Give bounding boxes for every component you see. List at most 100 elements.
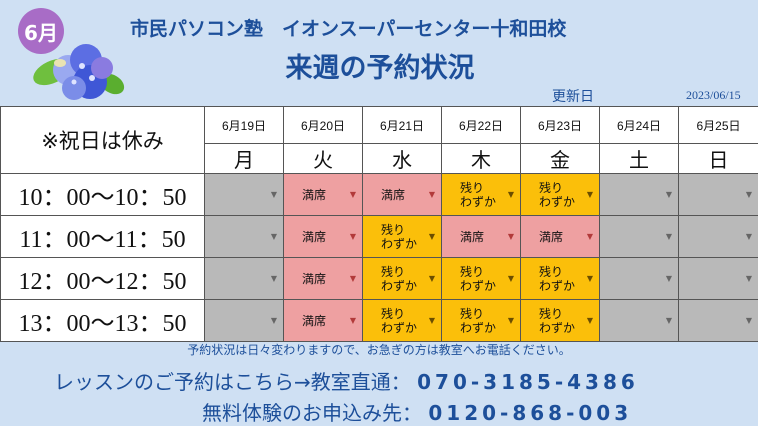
slot-full-dropdown[interactable]: 満席 ▼ <box>521 216 600 258</box>
slot-closed-dropdown[interactable]: ▼ <box>600 300 679 342</box>
triangle-down-icon[interactable]: ▼ <box>508 314 514 328</box>
triangle-down-icon[interactable]: ▼ <box>587 272 593 286</box>
weekday-header: 日 <box>679 144 758 174</box>
slot-few-dropdown[interactable]: 残り わずか ▼ <box>521 300 600 342</box>
triangle-down-icon[interactable]: ▼ <box>271 272 277 286</box>
slot-few-dropdown[interactable]: 残り わずか▼ <box>521 174 600 216</box>
triangle-down-icon[interactable]: ▼ <box>350 272 356 286</box>
slot-few-dropdown[interactable]: 残り わずか▼ <box>442 300 521 342</box>
triangle-down-icon[interactable]: ▼ <box>746 272 752 286</box>
slot-status-label: 満席 <box>302 230 326 244</box>
weekday-header: 金 <box>521 144 600 174</box>
slot-status-label: 満席 <box>539 230 563 244</box>
reservation-contact: レッスンのご予約はこちら→教室直通： 070-3185-4386 <box>54 366 639 395</box>
date-header: 6月20日 <box>284 107 363 144</box>
triangle-down-icon[interactable]: ▼ <box>587 314 593 328</box>
triangle-down-icon[interactable]: ▼ <box>429 272 435 286</box>
slot-full-dropdown[interactable]: 満席 ▼ <box>442 216 521 258</box>
slot-few-dropdown[interactable]: 残り わずか▼ <box>442 258 521 300</box>
slot-status-label: 残り わずか <box>539 307 575 335</box>
updated-date: 2023/06/15 <box>686 88 741 103</box>
slot-closed-dropdown[interactable]: ▼ <box>679 258 758 300</box>
time-label: 13：00〜13：50 <box>1 300 205 342</box>
slot-closed-dropdown[interactable]: ▼ <box>600 216 679 258</box>
triangle-down-icon[interactable]: ▼ <box>350 188 356 202</box>
slot-few-dropdown[interactable]: 残り わずか ▼ <box>521 258 600 300</box>
weekday-header: 月 <box>205 144 284 174</box>
updated-label: 更新日 <box>552 86 594 106</box>
triangle-down-icon[interactable]: ▼ <box>429 188 435 202</box>
triangle-down-icon[interactable]: ▼ <box>666 188 672 202</box>
trial-contact-label: 無料体験のお申込み先： <box>202 401 422 425</box>
trial-phone-number[interactable]: 0120-868-003 <box>428 401 632 425</box>
time-slot-row: 11：00〜11：50▼満席▼残り わずか▼満席▼満席▼▼▼ <box>1 216 758 258</box>
reservation-contact-label: レッスンのご予約はこちら→教室直通： <box>54 370 411 394</box>
triangle-down-icon[interactable]: ▼ <box>271 188 277 202</box>
slot-status-label: 残り わずか <box>381 223 417 251</box>
slot-closed-dropdown[interactable]: ▼ <box>205 174 284 216</box>
weekday-header: 木 <box>442 144 521 174</box>
weekday-header: 水 <box>363 144 442 174</box>
triangle-down-icon[interactable]: ▼ <box>429 314 435 328</box>
triangle-down-icon[interactable]: ▼ <box>746 188 752 202</box>
date-header: 6月19日 <box>205 107 284 144</box>
slot-full-dropdown[interactable]: 満席 ▼ <box>363 174 442 216</box>
triangle-down-icon[interactable]: ▼ <box>508 272 514 286</box>
slot-status-label: 残り わずか <box>539 265 575 293</box>
slot-closed-dropdown[interactable]: ▼ <box>679 174 758 216</box>
slot-few-dropdown[interactable]: 残り わずか ▼ <box>442 174 521 216</box>
slot-status-label: 残り わずか <box>381 265 417 293</box>
time-slot-row: 10：00〜10：50▼満席▼満席▼残り わずか▼残り わずか▼▼▼ <box>1 174 758 216</box>
slot-status-label: 満席 <box>381 188 405 202</box>
slot-status-label: 残り わずか <box>460 181 496 209</box>
triangle-down-icon[interactable]: ▼ <box>666 314 672 328</box>
weekday-header: 土 <box>600 144 679 174</box>
slot-status-label: 満席 <box>302 314 326 328</box>
triangle-down-icon[interactable]: ▼ <box>746 314 752 328</box>
slot-closed-dropdown[interactable]: ▼ <box>205 216 284 258</box>
triangle-down-icon[interactable]: ▼ <box>350 230 356 244</box>
weekday-header: 火 <box>284 144 363 174</box>
school-name-title: 市民パソコン塾 イオンスーパーセンター十和田校 <box>130 14 630 41</box>
slot-closed-dropdown[interactable]: ▼ <box>600 258 679 300</box>
date-header: 6月22日 <box>442 107 521 144</box>
slot-closed-dropdown[interactable]: ▼ <box>205 258 284 300</box>
month-badge: 6月 <box>18 8 64 54</box>
triangle-down-icon[interactable]: ▼ <box>508 230 514 244</box>
holiday-note: ※祝日は休み <box>1 107 205 174</box>
time-label: 12：00〜12：50 <box>1 258 205 300</box>
triangle-down-icon[interactable]: ▼ <box>587 188 593 202</box>
date-header: 6月21日 <box>363 107 442 144</box>
slot-full-dropdown[interactable]: 満席▼ <box>284 174 363 216</box>
slot-full-dropdown[interactable]: 満席 ▼ <box>284 300 363 342</box>
slot-status-label: 満席 <box>302 272 326 286</box>
triangle-down-icon[interactable]: ▼ <box>746 230 752 244</box>
slot-few-dropdown[interactable]: 残り わずか ▼ <box>363 216 442 258</box>
time-label: 10：00〜10：50 <box>1 174 205 216</box>
date-header: 6月24日 <box>600 107 679 144</box>
slot-full-dropdown[interactable]: 満席 ▼ <box>284 216 363 258</box>
slot-few-dropdown[interactable]: 残り わずか ▼ <box>363 258 442 300</box>
footer-note: 予約状況は日々変わりますので、お急ぎの方は教室へお電話ください。 <box>0 341 758 358</box>
reservation-phone-number[interactable]: 070-3185-4386 <box>417 370 639 394</box>
slot-full-dropdown[interactable]: 満席 ▼ <box>284 258 363 300</box>
triangle-down-icon[interactable]: ▼ <box>666 272 672 286</box>
triangle-down-icon[interactable]: ▼ <box>350 314 356 328</box>
slot-closed-dropdown[interactable]: ▼ <box>679 300 758 342</box>
slot-status-label: 残り わずか <box>381 307 417 335</box>
triangle-down-icon[interactable]: ▼ <box>271 314 277 328</box>
triangle-down-icon[interactable]: ▼ <box>587 230 593 244</box>
triangle-down-icon[interactable]: ▼ <box>429 230 435 244</box>
slot-closed-dropdown[interactable]: ▼ <box>205 300 284 342</box>
slot-closed-dropdown[interactable]: ▼ <box>679 216 758 258</box>
triangle-down-icon[interactable]: ▼ <box>666 230 672 244</box>
slot-closed-dropdown[interactable]: ▼ <box>600 174 679 216</box>
triangle-down-icon[interactable]: ▼ <box>271 230 277 244</box>
date-header: 6月25日 <box>679 107 758 144</box>
triangle-down-icon[interactable]: ▼ <box>508 188 514 202</box>
slot-status-label: 満席 <box>460 230 484 244</box>
slot-few-dropdown[interactable]: 残り わずか ▼ <box>363 300 442 342</box>
page-title: 来週の予約状況 <box>230 46 530 85</box>
